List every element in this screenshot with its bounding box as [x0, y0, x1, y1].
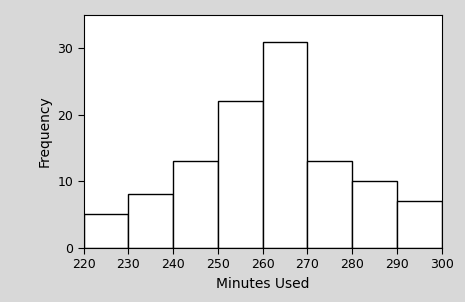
Bar [173, 161, 218, 248]
X-axis label: Minutes Used: Minutes Used [216, 277, 310, 291]
Bar [84, 214, 128, 248]
Bar [307, 161, 352, 248]
Bar [397, 201, 442, 248]
Bar [128, 194, 173, 248]
Bar [218, 101, 263, 248]
Y-axis label: Frequency: Frequency [38, 95, 52, 167]
Bar [352, 181, 397, 248]
Bar [263, 42, 307, 248]
